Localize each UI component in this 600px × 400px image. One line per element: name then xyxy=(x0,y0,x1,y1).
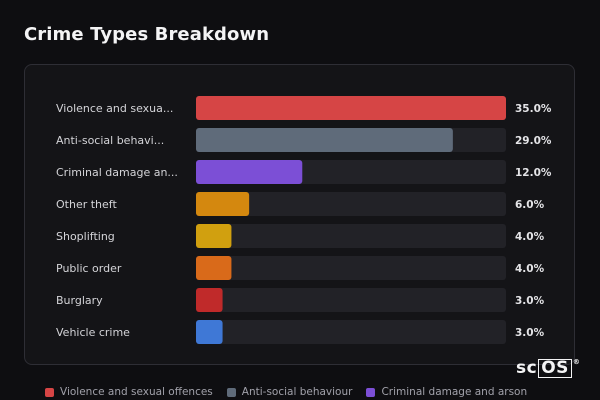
bar xyxy=(196,224,232,248)
bar xyxy=(196,96,506,120)
bar-track xyxy=(196,192,506,216)
legend-label: Violence and sexual offences xyxy=(60,386,213,398)
legend-swatch xyxy=(226,387,236,397)
scos-logo: sc OS ® xyxy=(516,358,580,378)
logo-boxed-text: OS xyxy=(538,358,572,378)
bar-value-label: 35.0% xyxy=(515,103,552,115)
bar-value-label: 3.0% xyxy=(515,327,545,339)
bar-category-label: Public order xyxy=(56,262,122,275)
bar-category-label: Anti-social behavi... xyxy=(56,134,164,147)
legend-item: Anti-social behaviour xyxy=(226,386,353,398)
bar-row: Vehicle crime 3.0% xyxy=(56,320,545,344)
bar-value-label: 4.0% xyxy=(515,263,545,275)
bar xyxy=(196,192,250,216)
bar-row: Other theft 6.0% xyxy=(56,192,545,216)
logo-registered-mark: ® xyxy=(572,358,581,366)
bar-category-label: Vehicle crime xyxy=(56,326,130,339)
logo-prefix: sc xyxy=(516,358,538,378)
bar-category-label: Violence and sexua... xyxy=(56,102,173,115)
bar-category-label: Other theft xyxy=(56,198,117,211)
bar xyxy=(196,160,303,184)
bar xyxy=(196,256,232,280)
bar-row: Burglary 3.0% xyxy=(56,288,545,312)
bar-value-label: 12.0% xyxy=(515,167,552,179)
bar-value-label: 3.0% xyxy=(515,295,545,307)
legend-item: Violence and sexual offences xyxy=(45,386,213,398)
bar-row: Shoplifting 4.0% xyxy=(56,224,545,248)
legend-item: Criminal damage and arson xyxy=(366,386,527,398)
bar xyxy=(196,288,223,312)
bar-row: Criminal damage an... 12.0% xyxy=(56,160,552,184)
legend-swatch xyxy=(45,387,54,397)
bar-category-label: Burglary xyxy=(56,294,103,307)
legend-label: Criminal damage and arson xyxy=(381,386,528,398)
bar-track xyxy=(196,256,506,280)
legend-label: Anti-social behaviour xyxy=(241,386,353,398)
bar-value-label: 6.0% xyxy=(515,199,545,211)
legend-swatch xyxy=(366,387,376,397)
bar-category-label: Shoplifting xyxy=(56,230,115,243)
bar-row: Public order 4.0% xyxy=(56,256,545,280)
bar-row: Anti-social behavi... 29.0% xyxy=(56,128,552,152)
chart-legend: Violence and sexual offences Anti-social … xyxy=(45,386,527,398)
page-title: Crime Types Breakdown xyxy=(24,24,270,45)
bar-value-label: 4.0% xyxy=(515,231,545,243)
bar-track xyxy=(196,224,506,248)
bar-value-label: 29.0% xyxy=(515,135,552,147)
bar-row: Violence and sexua... 35.0% xyxy=(56,96,552,120)
bar-track xyxy=(196,320,506,344)
bar-category-label: Criminal damage an... xyxy=(56,166,178,179)
bar xyxy=(196,128,453,152)
bar xyxy=(196,320,223,344)
chart-card: Violence and sexua... 35.0% Anti-social be… xyxy=(24,64,575,365)
bar-chart: Violence and sexua... 35.0% Anti-social be… xyxy=(56,96,552,344)
bar-track xyxy=(196,288,506,312)
